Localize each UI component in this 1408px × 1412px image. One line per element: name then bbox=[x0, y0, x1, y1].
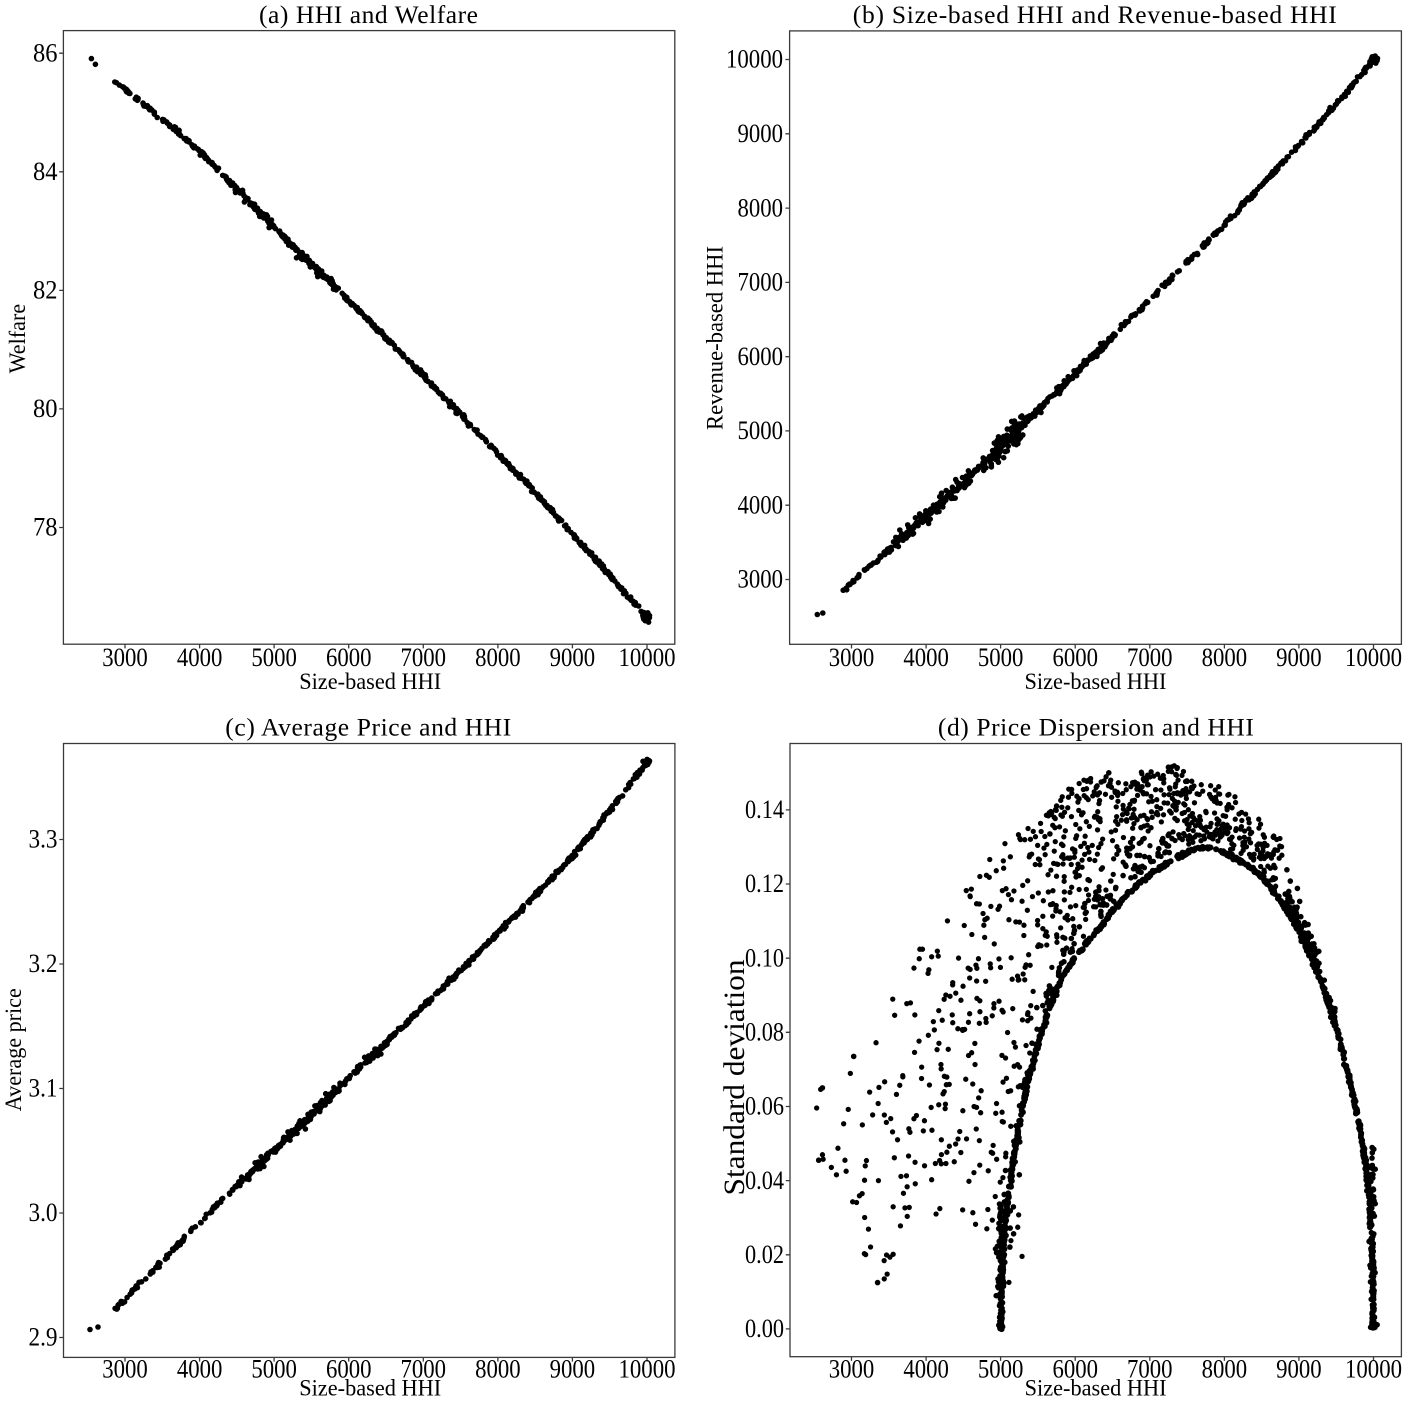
svg-text:0.04: 0.04 bbox=[745, 1166, 784, 1195]
svg-text:8000: 8000 bbox=[1202, 643, 1248, 672]
svg-text:3000: 3000 bbox=[829, 643, 875, 672]
svg-text:9000: 9000 bbox=[1276, 643, 1322, 672]
svg-text:9000: 9000 bbox=[550, 1355, 596, 1384]
svg-text:10000: 10000 bbox=[1345, 643, 1402, 672]
svg-text:7000: 7000 bbox=[1127, 1355, 1173, 1384]
svg-text:6000: 6000 bbox=[1052, 1355, 1098, 1384]
svg-text:0.02: 0.02 bbox=[745, 1240, 784, 1269]
svg-text:0.08: 0.08 bbox=[745, 1018, 784, 1047]
svg-text:86: 86 bbox=[33, 38, 58, 67]
svg-text:8000: 8000 bbox=[1202, 1355, 1248, 1384]
svg-text:3.1: 3.1 bbox=[29, 1074, 58, 1103]
svg-text:Average price: Average price bbox=[1, 988, 26, 1111]
svg-text:10000: 10000 bbox=[619, 1355, 676, 1384]
svg-text:Size-based HHI: Size-based HHI bbox=[1025, 669, 1167, 695]
svg-text:10000: 10000 bbox=[619, 643, 676, 672]
svg-text:Standard deviation: Standard deviation bbox=[718, 960, 751, 1196]
svg-text:4000: 4000 bbox=[738, 490, 784, 519]
svg-text:Welfare: Welfare bbox=[5, 304, 30, 374]
svg-text:7000: 7000 bbox=[738, 268, 784, 297]
svg-text:(c) Average Price and HHI: (c) Average Price and HHI bbox=[225, 713, 511, 742]
svg-text:Size-based HHI: Size-based HHI bbox=[299, 669, 441, 695]
svg-text:7000: 7000 bbox=[401, 643, 447, 672]
svg-text:0.10: 0.10 bbox=[745, 943, 784, 972]
svg-text:84: 84 bbox=[33, 157, 58, 186]
svg-text:Revenue-based HHI: Revenue-based HHI bbox=[703, 246, 728, 430]
svg-text:0.12: 0.12 bbox=[745, 869, 784, 898]
svg-text:4000: 4000 bbox=[903, 643, 949, 672]
svg-text:0.06: 0.06 bbox=[745, 1092, 784, 1121]
svg-text:9000: 9000 bbox=[550, 643, 596, 672]
svg-text:3000: 3000 bbox=[102, 643, 148, 672]
svg-text:0.14: 0.14 bbox=[745, 795, 784, 824]
svg-text:9000: 9000 bbox=[1276, 1355, 1322, 1384]
svg-text:6000: 6000 bbox=[1052, 643, 1098, 672]
svg-text:Size-based HHI: Size-based HHI bbox=[1025, 1376, 1167, 1402]
svg-text:5000: 5000 bbox=[738, 416, 784, 445]
svg-text:8000: 8000 bbox=[738, 193, 784, 222]
svg-text:3.3: 3.3 bbox=[29, 825, 58, 854]
svg-text:2.9: 2.9 bbox=[29, 1323, 58, 1352]
svg-text:(d) Price Dispersion and HHI: (d) Price Dispersion and HHI bbox=[938, 713, 1254, 742]
svg-text:4000: 4000 bbox=[177, 1355, 223, 1384]
svg-text:Size-based HHI: Size-based HHI bbox=[299, 1376, 441, 1402]
svg-text:3.0: 3.0 bbox=[29, 1198, 58, 1227]
svg-text:(a) HHI and Welfare: (a) HHI and Welfare bbox=[259, 0, 478, 29]
svg-text:10000: 10000 bbox=[726, 45, 783, 74]
svg-text:80: 80 bbox=[33, 394, 58, 423]
svg-text:5000: 5000 bbox=[251, 643, 297, 672]
svg-text:5000: 5000 bbox=[251, 1355, 297, 1384]
svg-text:5000: 5000 bbox=[978, 1355, 1024, 1384]
svg-text:3000: 3000 bbox=[102, 1355, 148, 1384]
svg-text:7000: 7000 bbox=[401, 1355, 447, 1384]
svg-text:10000: 10000 bbox=[1345, 1355, 1402, 1384]
svg-text:9000: 9000 bbox=[738, 119, 784, 148]
svg-text:82: 82 bbox=[33, 276, 58, 305]
svg-text:6000: 6000 bbox=[326, 643, 372, 672]
svg-text:3000: 3000 bbox=[738, 565, 784, 594]
svg-text:4000: 4000 bbox=[903, 1355, 949, 1384]
svg-text:5000: 5000 bbox=[978, 643, 1024, 672]
svg-text:78: 78 bbox=[33, 513, 58, 542]
svg-text:3.2: 3.2 bbox=[29, 949, 58, 978]
svg-text:8000: 8000 bbox=[475, 643, 521, 672]
svg-text:6000: 6000 bbox=[738, 342, 784, 371]
svg-text:(b) Size-based HHI and Revenue: (b) Size-based HHI and Revenue-based HHI bbox=[853, 0, 1337, 29]
svg-text:3000: 3000 bbox=[829, 1355, 875, 1384]
svg-text:8000: 8000 bbox=[475, 1355, 521, 1384]
svg-text:0.00: 0.00 bbox=[745, 1314, 784, 1343]
svg-text:6000: 6000 bbox=[326, 1355, 372, 1384]
svg-text:7000: 7000 bbox=[1127, 643, 1173, 672]
svg-text:4000: 4000 bbox=[177, 643, 223, 672]
